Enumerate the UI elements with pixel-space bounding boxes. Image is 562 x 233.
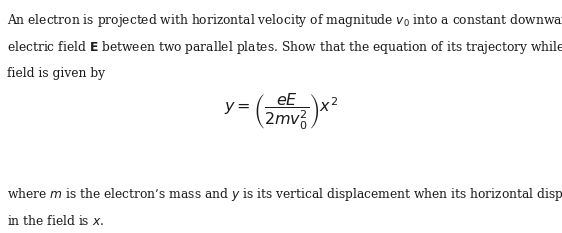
Text: where $m$ is the electron’s mass and $y$ is its vertical displacement when its h: where $m$ is the electron’s mass and $y$… bbox=[7, 186, 562, 203]
Text: $y = \left(\dfrac{eE}{2mv_0^2}\right)x^2$: $y = \left(\dfrac{eE}{2mv_0^2}\right)x^2… bbox=[224, 92, 338, 132]
Text: field is given by: field is given by bbox=[7, 67, 105, 80]
Text: in the field is $x$.: in the field is $x$. bbox=[7, 214, 104, 228]
Text: electric field $\mathbf{E}$ between two parallel plates. Show that the equation : electric field $\mathbf{E}$ between two … bbox=[7, 39, 562, 56]
Text: An electron is projected with horizontal velocity of magnitude $v_0$ into a cons: An electron is projected with horizontal… bbox=[7, 12, 562, 29]
